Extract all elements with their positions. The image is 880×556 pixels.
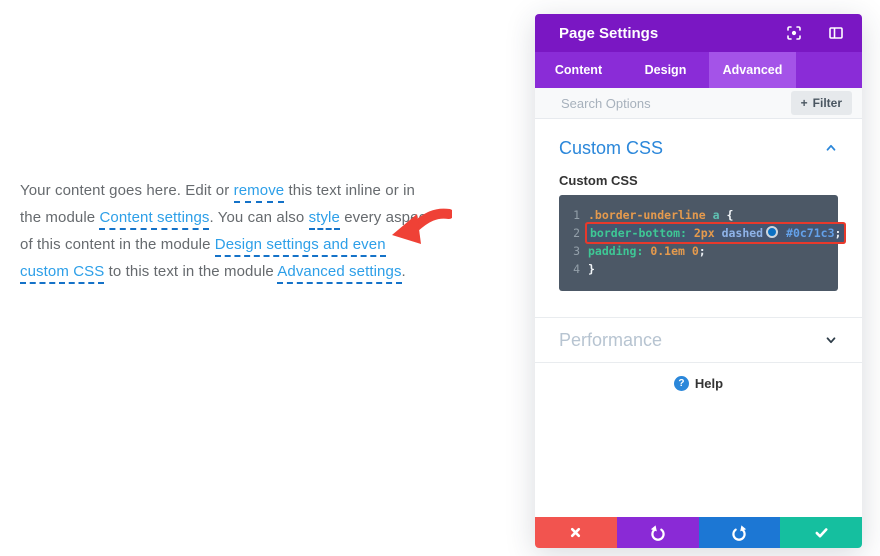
close-icon — [571, 527, 581, 538]
filter-button[interactable]: + Filter — [790, 91, 852, 115]
paragraph-text: to this text in the module — [104, 263, 278, 280]
custom-css-section-toggle[interactable]: Custom CSS — [535, 119, 862, 163]
inline-text-link[interactable]: Advanced settings — [277, 263, 402, 284]
close-button[interactable] — [535, 517, 617, 548]
redo-icon — [732, 524, 747, 541]
paragraph-text: . — [401, 263, 406, 280]
question-mark-icon: ? — [673, 376, 689, 391]
performance-section-toggle[interactable]: Performance — [535, 318, 862, 363]
save-button[interactable] — [780, 517, 862, 548]
split-view-icon[interactable] — [828, 25, 844, 41]
search-options-input[interactable] — [559, 94, 791, 112]
color-swatch-icon — [766, 226, 779, 238]
custom-css-code-editor[interactable]: 1 .border-underline a { 2 border-bottom: 2p… — [559, 195, 845, 291]
code-line: 3 padding: 0.1em 0; — [565, 242, 830, 260]
line-number: 1 — [573, 208, 580, 222]
page-settings-modal: Page Settings Content Design Advanced + Fi… — [535, 14, 862, 548]
modal-title: Page Settings — [559, 24, 659, 42]
undo-button[interactable] — [616, 517, 699, 548]
code-line: 2 border-bottom: 2px dashed #0c71c3; — [565, 224, 845, 242]
section-divider — [535, 317, 862, 318]
highlighted-css-line: border-bottom: 2px dashed #0c71c3; — [587, 224, 845, 242]
annotation-arrow-icon — [392, 208, 452, 244]
custom-css-field-label: Custom CSS — [559, 173, 638, 188]
line-number: 4 — [573, 262, 580, 276]
search-options-row: + Filter — [535, 88, 862, 119]
paragraph-text: this text inline or in the module — [20, 182, 415, 226]
inline-text-link[interactable]: Content settings — [99, 209, 210, 230]
paragraph-text: Your content goes here. Edit or — [20, 182, 234, 199]
redo-button[interactable] — [698, 517, 781, 548]
tab-content[interactable]: Content — [554, 63, 603, 77]
tab-design[interactable]: Design — [644, 63, 687, 77]
modal-header: Page Settings — [535, 14, 862, 52]
plus-icon: + — [800, 96, 808, 110]
focus-preview-icon[interactable] — [786, 25, 802, 41]
inline-text-link[interactable]: Design settings and even custom CSS — [20, 236, 386, 284]
undo-icon — [650, 524, 665, 541]
help-link[interactable]: ? Help — [535, 376, 862, 391]
tab-advanced[interactable]: Advanced — [709, 52, 796, 88]
action-buttons-bar — [535, 517, 862, 548]
inline-text-link[interactable]: remove — [233, 182, 285, 203]
chevron-up-icon[interactable] — [824, 141, 838, 155]
settings-body: Custom CSS Custom CSS 1 .border-underline… — [535, 119, 862, 548]
line-number: 2 — [573, 226, 580, 240]
code-line: 4} — [565, 260, 830, 278]
demo-paragraph: Your content goes here. Edit or remove t… — [20, 177, 438, 285]
code-line: 1 .border-underline a { — [565, 206, 830, 224]
performance-section-title: Performance — [559, 329, 663, 350]
line-number: 3 — [573, 244, 580, 258]
inline-text-link[interactable]: style — [308, 209, 340, 230]
paragraph-text: . You can also — [209, 209, 309, 226]
settings-tabbar: Content Design Advanced — [535, 52, 862, 88]
custom-css-section-title: Custom CSS — [559, 137, 664, 158]
chevron-down-icon[interactable] — [824, 333, 838, 347]
check-icon — [815, 528, 828, 538]
paragraph-text: every aspect of this content in the modu… — [20, 209, 431, 253]
